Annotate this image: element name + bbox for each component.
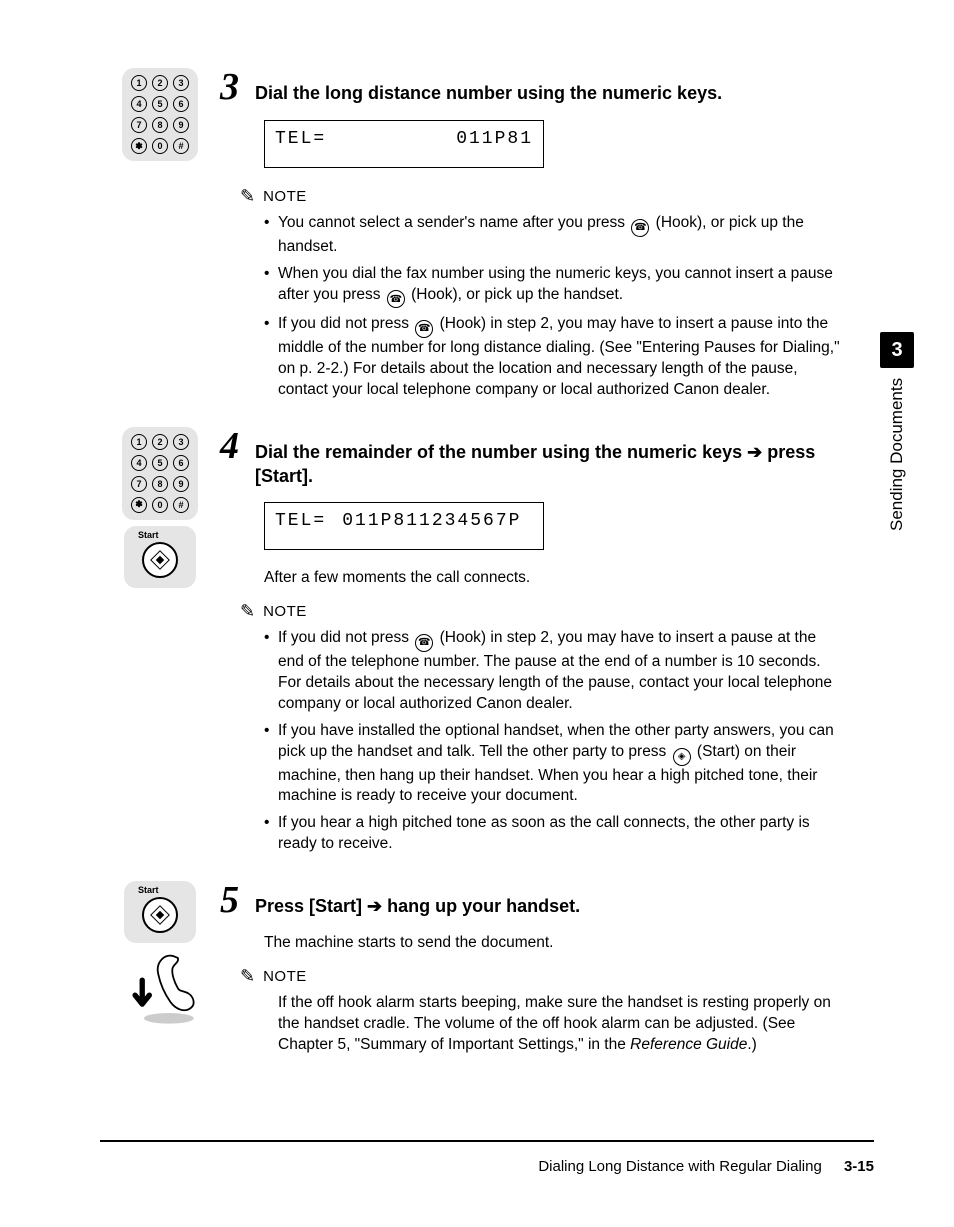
key-star: ✽ (131, 497, 147, 513)
hook-icon: ☎ (415, 320, 433, 338)
note-4-3: If you hear a high pitched tone as soon … (264, 813, 844, 855)
step-5: Start 5 Press [Start] ➔ hang up your han… (100, 881, 860, 1074)
key-0: 0 (152, 497, 168, 513)
arrow-icon: ➔ (367, 896, 382, 916)
chapter-tab: 3 Sending Documents (880, 332, 914, 592)
note-4-2: If you have installed the optional hands… (264, 721, 844, 808)
step-5-title: Press [Start] ➔ hang up your handset. (255, 894, 580, 918)
key-3: 3 (173, 434, 189, 450)
key-star: ✽ (131, 138, 147, 154)
key-4: 4 (131, 455, 147, 471)
pencil-icon: ✎ (240, 601, 255, 622)
footer-page-number: 3-15 (844, 1158, 874, 1175)
step-5-after: The machine starts to send the document. (264, 933, 824, 954)
keypad-icon: 1 2 3 4 5 6 7 8 9 ✽ 0 # (122, 427, 198, 520)
key-8: 8 (152, 117, 168, 133)
key-hash: # (173, 497, 189, 513)
start-button-icon: Start (124, 526, 196, 588)
lcd-4-right: 011P811234567P (342, 511, 521, 531)
note-label-5: NOTE (263, 968, 307, 985)
start-button-icon: Start (124, 881, 196, 943)
start-circle-icon (142, 897, 178, 933)
key-9: 9 (173, 476, 189, 492)
note-list-3: You cannot select a sender's name after … (264, 213, 844, 401)
key-6: 6 (173, 455, 189, 471)
step-5-number: 5 (220, 881, 239, 919)
lcd-display-3: TEL= 011P81 (264, 120, 544, 168)
note-label-4: NOTE (263, 603, 307, 620)
key-6: 6 (173, 96, 189, 112)
key-2: 2 (152, 75, 168, 91)
lcd-3-right: 011P81 (456, 129, 533, 149)
start-handset-illustration: Start (100, 881, 220, 1029)
step-3-title: Dial the long distance number using the … (255, 81, 722, 105)
note-list-4: If you did not press ☎ (Hook) in step 2,… (264, 628, 844, 855)
keypad-illustration: 1 2 3 4 5 6 7 8 9 ✽ 0 # (100, 68, 220, 161)
note-heading-3: ✎ NOTE (240, 186, 860, 207)
start-label: Start (134, 885, 186, 895)
arrow-icon: ➔ (747, 442, 762, 462)
hook-icon: ☎ (415, 634, 433, 652)
key-7: 7 (131, 476, 147, 492)
note-3-2: When you dial the fax number using the n… (264, 264, 844, 309)
handset-hangup-icon (115, 949, 205, 1029)
step-4-after: After a few moments the call connects. (264, 568, 824, 589)
step-4: 1 2 3 4 5 6 7 8 9 ✽ 0 # Start 4 Dial the (100, 427, 860, 873)
key-5: 5 (152, 96, 168, 112)
reference-guide-italic: Reference Guide (630, 1036, 747, 1053)
step-3-number: 3 (220, 68, 239, 106)
key-5: 5 (152, 455, 168, 471)
lcd-4-left: TEL= (275, 511, 326, 531)
keypad-start-illustration: 1 2 3 4 5 6 7 8 9 ✽ 0 # Start (100, 427, 220, 588)
key-1: 1 (131, 75, 147, 91)
note-5-text: If the off hook alarm starts beeping, ma… (278, 993, 838, 1056)
hook-icon: ☎ (631, 219, 649, 237)
page-footer: Dialing Long Distance with Regular Diali… (538, 1158, 874, 1175)
chapter-title: Sending Documents (880, 378, 914, 588)
step-4-number: 4 (220, 427, 239, 465)
hook-icon: ☎ (387, 290, 405, 308)
note-heading-5: ✎ NOTE (240, 966, 860, 987)
key-hash: # (173, 138, 189, 154)
lcd-3-left: TEL= (275, 129, 326, 149)
key-3: 3 (173, 75, 189, 91)
step-4-title: Dial the remainder of the number using t… (255, 440, 860, 489)
chapter-number-box: 3 (880, 332, 914, 368)
key-9: 9 (173, 117, 189, 133)
chapter-number: 3 (891, 339, 902, 362)
start-circle-icon (142, 542, 178, 578)
note-4-1: If you did not press ☎ (Hook) in step 2,… (264, 628, 844, 715)
key-0: 0 (152, 138, 168, 154)
note-heading-4: ✎ NOTE (240, 601, 860, 622)
start-label: Start (134, 530, 186, 540)
step-3: 1 2 3 4 5 6 7 8 9 ✽ 0 # 3 Dial the long … (100, 68, 860, 419)
lcd-display-4: TEL= 011P811234567P (264, 502, 544, 550)
start-inline-icon: ◈ (673, 748, 691, 766)
key-4: 4 (131, 96, 147, 112)
note-3-3: If you did not press ☎ (Hook) in step 2,… (264, 314, 844, 401)
footer-rule (100, 1140, 874, 1142)
note-label-3: NOTE (263, 188, 307, 205)
footer-section: Dialing Long Distance with Regular Diali… (538, 1158, 821, 1175)
pencil-icon: ✎ (240, 966, 255, 987)
pencil-icon: ✎ (240, 186, 255, 207)
key-8: 8 (152, 476, 168, 492)
keypad-icon: 1 2 3 4 5 6 7 8 9 ✽ 0 # (122, 68, 198, 161)
note-3-1: You cannot select a sender's name after … (264, 213, 844, 258)
key-2: 2 (152, 434, 168, 450)
key-1: 1 (131, 434, 147, 450)
key-7: 7 (131, 117, 147, 133)
